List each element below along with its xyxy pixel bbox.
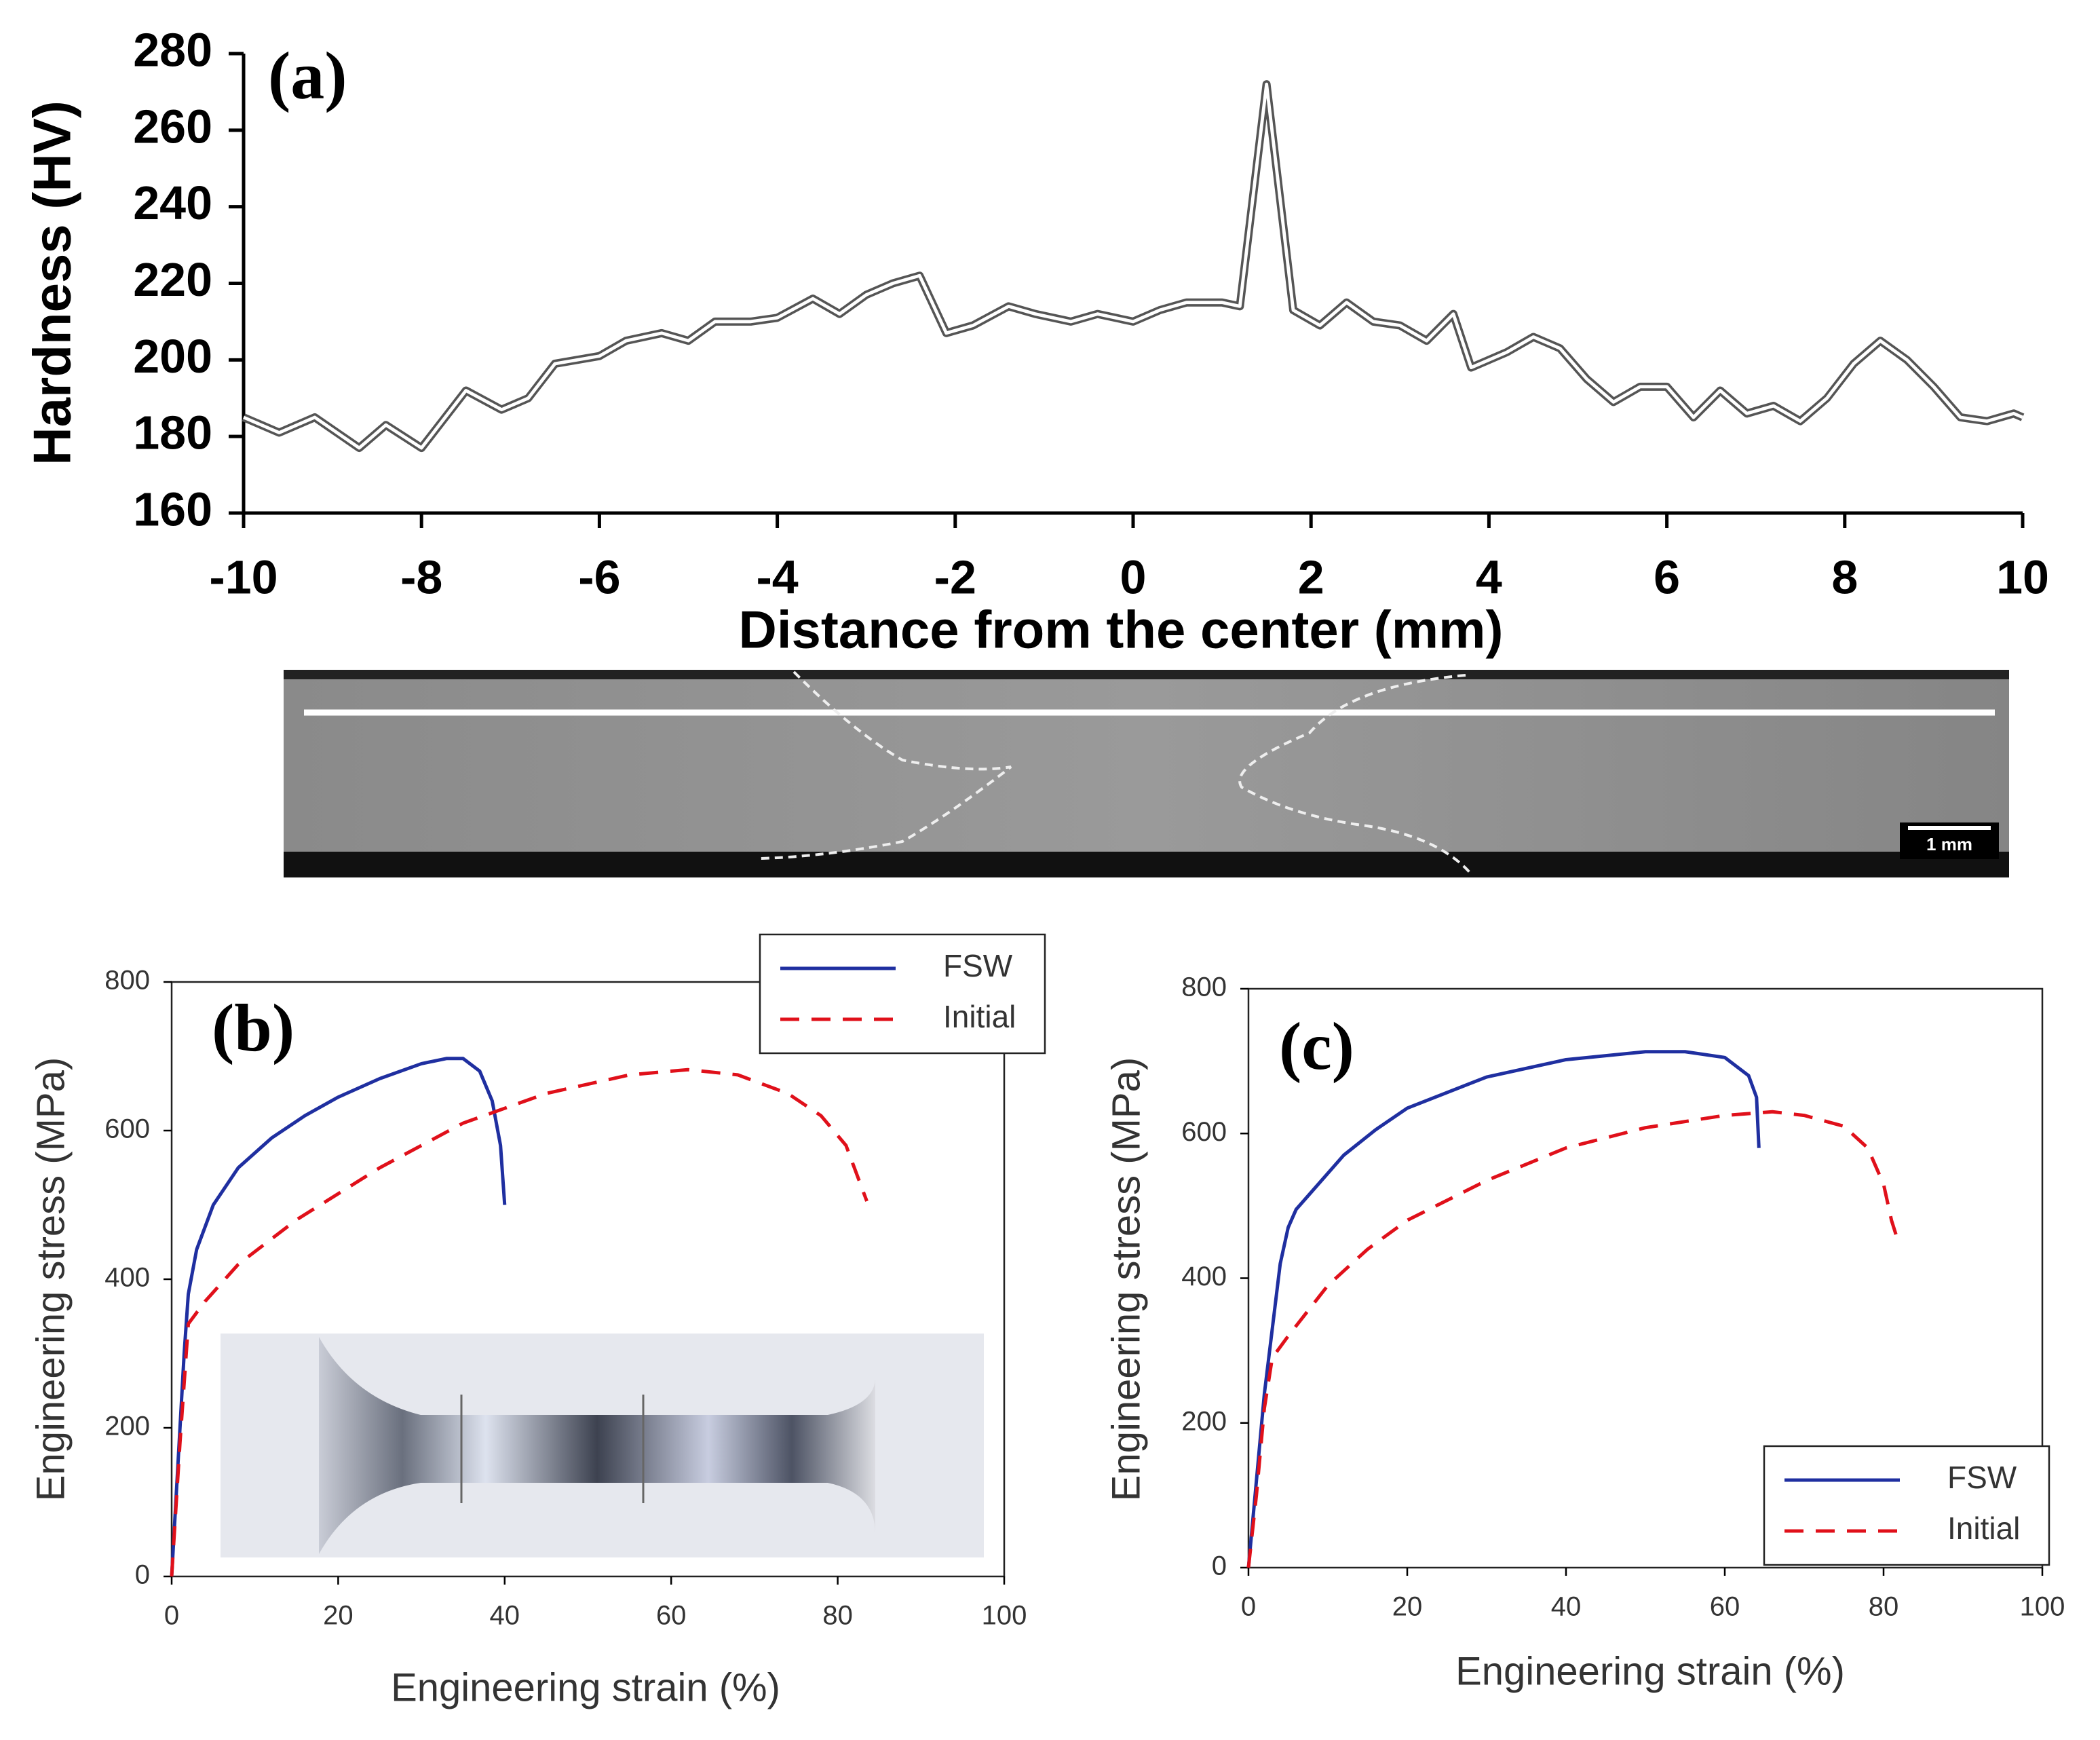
series-line	[1246, 1110, 1901, 1568]
x-axis-label: Engineering strain (%)	[1455, 1649, 1845, 1693]
panel-label: (c)	[1279, 1008, 1354, 1084]
y-tick-label: 0	[1212, 1551, 1227, 1581]
x-tick-label: 60	[1710, 1592, 1740, 1622]
x-tick-label: 0	[1120, 550, 1147, 603]
y-tick-label: 600	[104, 1114, 150, 1144]
x-tick-label: -10	[209, 550, 278, 603]
x-tick-label: -8	[400, 550, 442, 603]
x-tick-label: 10	[1996, 550, 2049, 603]
x-tick-label: -4	[756, 550, 798, 603]
x-tick-label: 0	[164, 1601, 179, 1631]
x-tick-label: 0	[1241, 1592, 1256, 1622]
series-line	[170, 1067, 868, 1577]
y-tick-label: 220	[133, 253, 212, 306]
x-tick-label: -6	[578, 550, 620, 603]
x-tick-label: 100	[2020, 1592, 2065, 1622]
series-line	[1246, 1050, 1761, 1568]
y-tick-label: 800	[104, 966, 150, 996]
legend-label: Initial	[1947, 1511, 2020, 1546]
y-tick-label: 180	[133, 406, 212, 459]
series-line	[242, 80, 2025, 453]
x-tick-label: 6	[1654, 550, 1680, 603]
y-tick-label: 800	[1181, 972, 1227, 1002]
y-tick-label: 600	[1181, 1117, 1227, 1147]
chart: 0 20 40 60 80 100 0 200 400 600 800 Engineering str…	[28, 933, 1046, 1709]
x-tick-label: 20	[1392, 1592, 1423, 1622]
y-tick-label: 200	[133, 330, 212, 383]
y-tick-label: 240	[133, 176, 212, 229]
panel-label: (a)	[268, 38, 347, 113]
legend-label: FSW	[943, 948, 1013, 983]
y-tick-label: 260	[133, 100, 212, 153]
x-tick-label: -2	[934, 550, 976, 603]
chart: -10 -8 -6 -4 -2 0 2 4 6 8 10 160 180 200 220 240 260 280 D…	[22, 23, 2049, 659]
legend-box	[1763, 1445, 2050, 1566]
x-tick-label: 40	[490, 1601, 520, 1631]
micrograph: 1 mm	[284, 670, 2009, 877]
panel-label: (b)	[212, 990, 294, 1065]
y-tick-label: 400	[104, 1263, 150, 1293]
legend-label: FSW	[1947, 1460, 2017, 1495]
legend: FSW Initial	[759, 933, 1046, 1055]
y-tick-label: 200	[1181, 1406, 1227, 1436]
x-tick-label: 8	[1831, 550, 1858, 603]
legend-box	[759, 933, 1046, 1055]
legend-label: Initial	[943, 999, 1016, 1034]
y-axis-label: Engineering stress (MPa)	[1104, 1057, 1148, 1501]
chart: 0 20 40 60 80 100 0 200 400 600 800 Engineering str…	[1104, 972, 2065, 1694]
x-tick-label: 40	[1551, 1592, 1582, 1622]
y-tick-label: 0	[135, 1560, 150, 1590]
x-axis-label: Distance from the center (mm)	[739, 600, 1504, 660]
series-line	[170, 1057, 507, 1577]
y-tick-label: 400	[1181, 1262, 1227, 1291]
y-tick-label: 160	[133, 483, 212, 535]
x-tick-label: 100	[982, 1601, 1027, 1631]
legend: FSW Initial	[1763, 1445, 2050, 1566]
series-line-core	[243, 82, 2023, 450]
x-tick-label: 80	[822, 1601, 853, 1631]
x-tick-label: 80	[1869, 1592, 1899, 1622]
y-tick-label: 200	[104, 1412, 150, 1441]
y-tick-label: 280	[133, 23, 212, 76]
y-axis-label: Engineering stress (MPa)	[28, 1057, 73, 1501]
x-tick-label: 2	[1298, 550, 1324, 603]
x-tick-label: 60	[656, 1601, 687, 1631]
specimen-photo	[221, 1334, 984, 1557]
y-axis-label: Hardness (HV)	[22, 100, 82, 465]
scale-bar-label: 1 mm	[1926, 834, 1972, 854]
x-tick-label: 4	[1476, 550, 1502, 603]
x-tick-label: 20	[323, 1601, 354, 1631]
x-axis-label: Engineering strain (%)	[391, 1665, 780, 1709]
